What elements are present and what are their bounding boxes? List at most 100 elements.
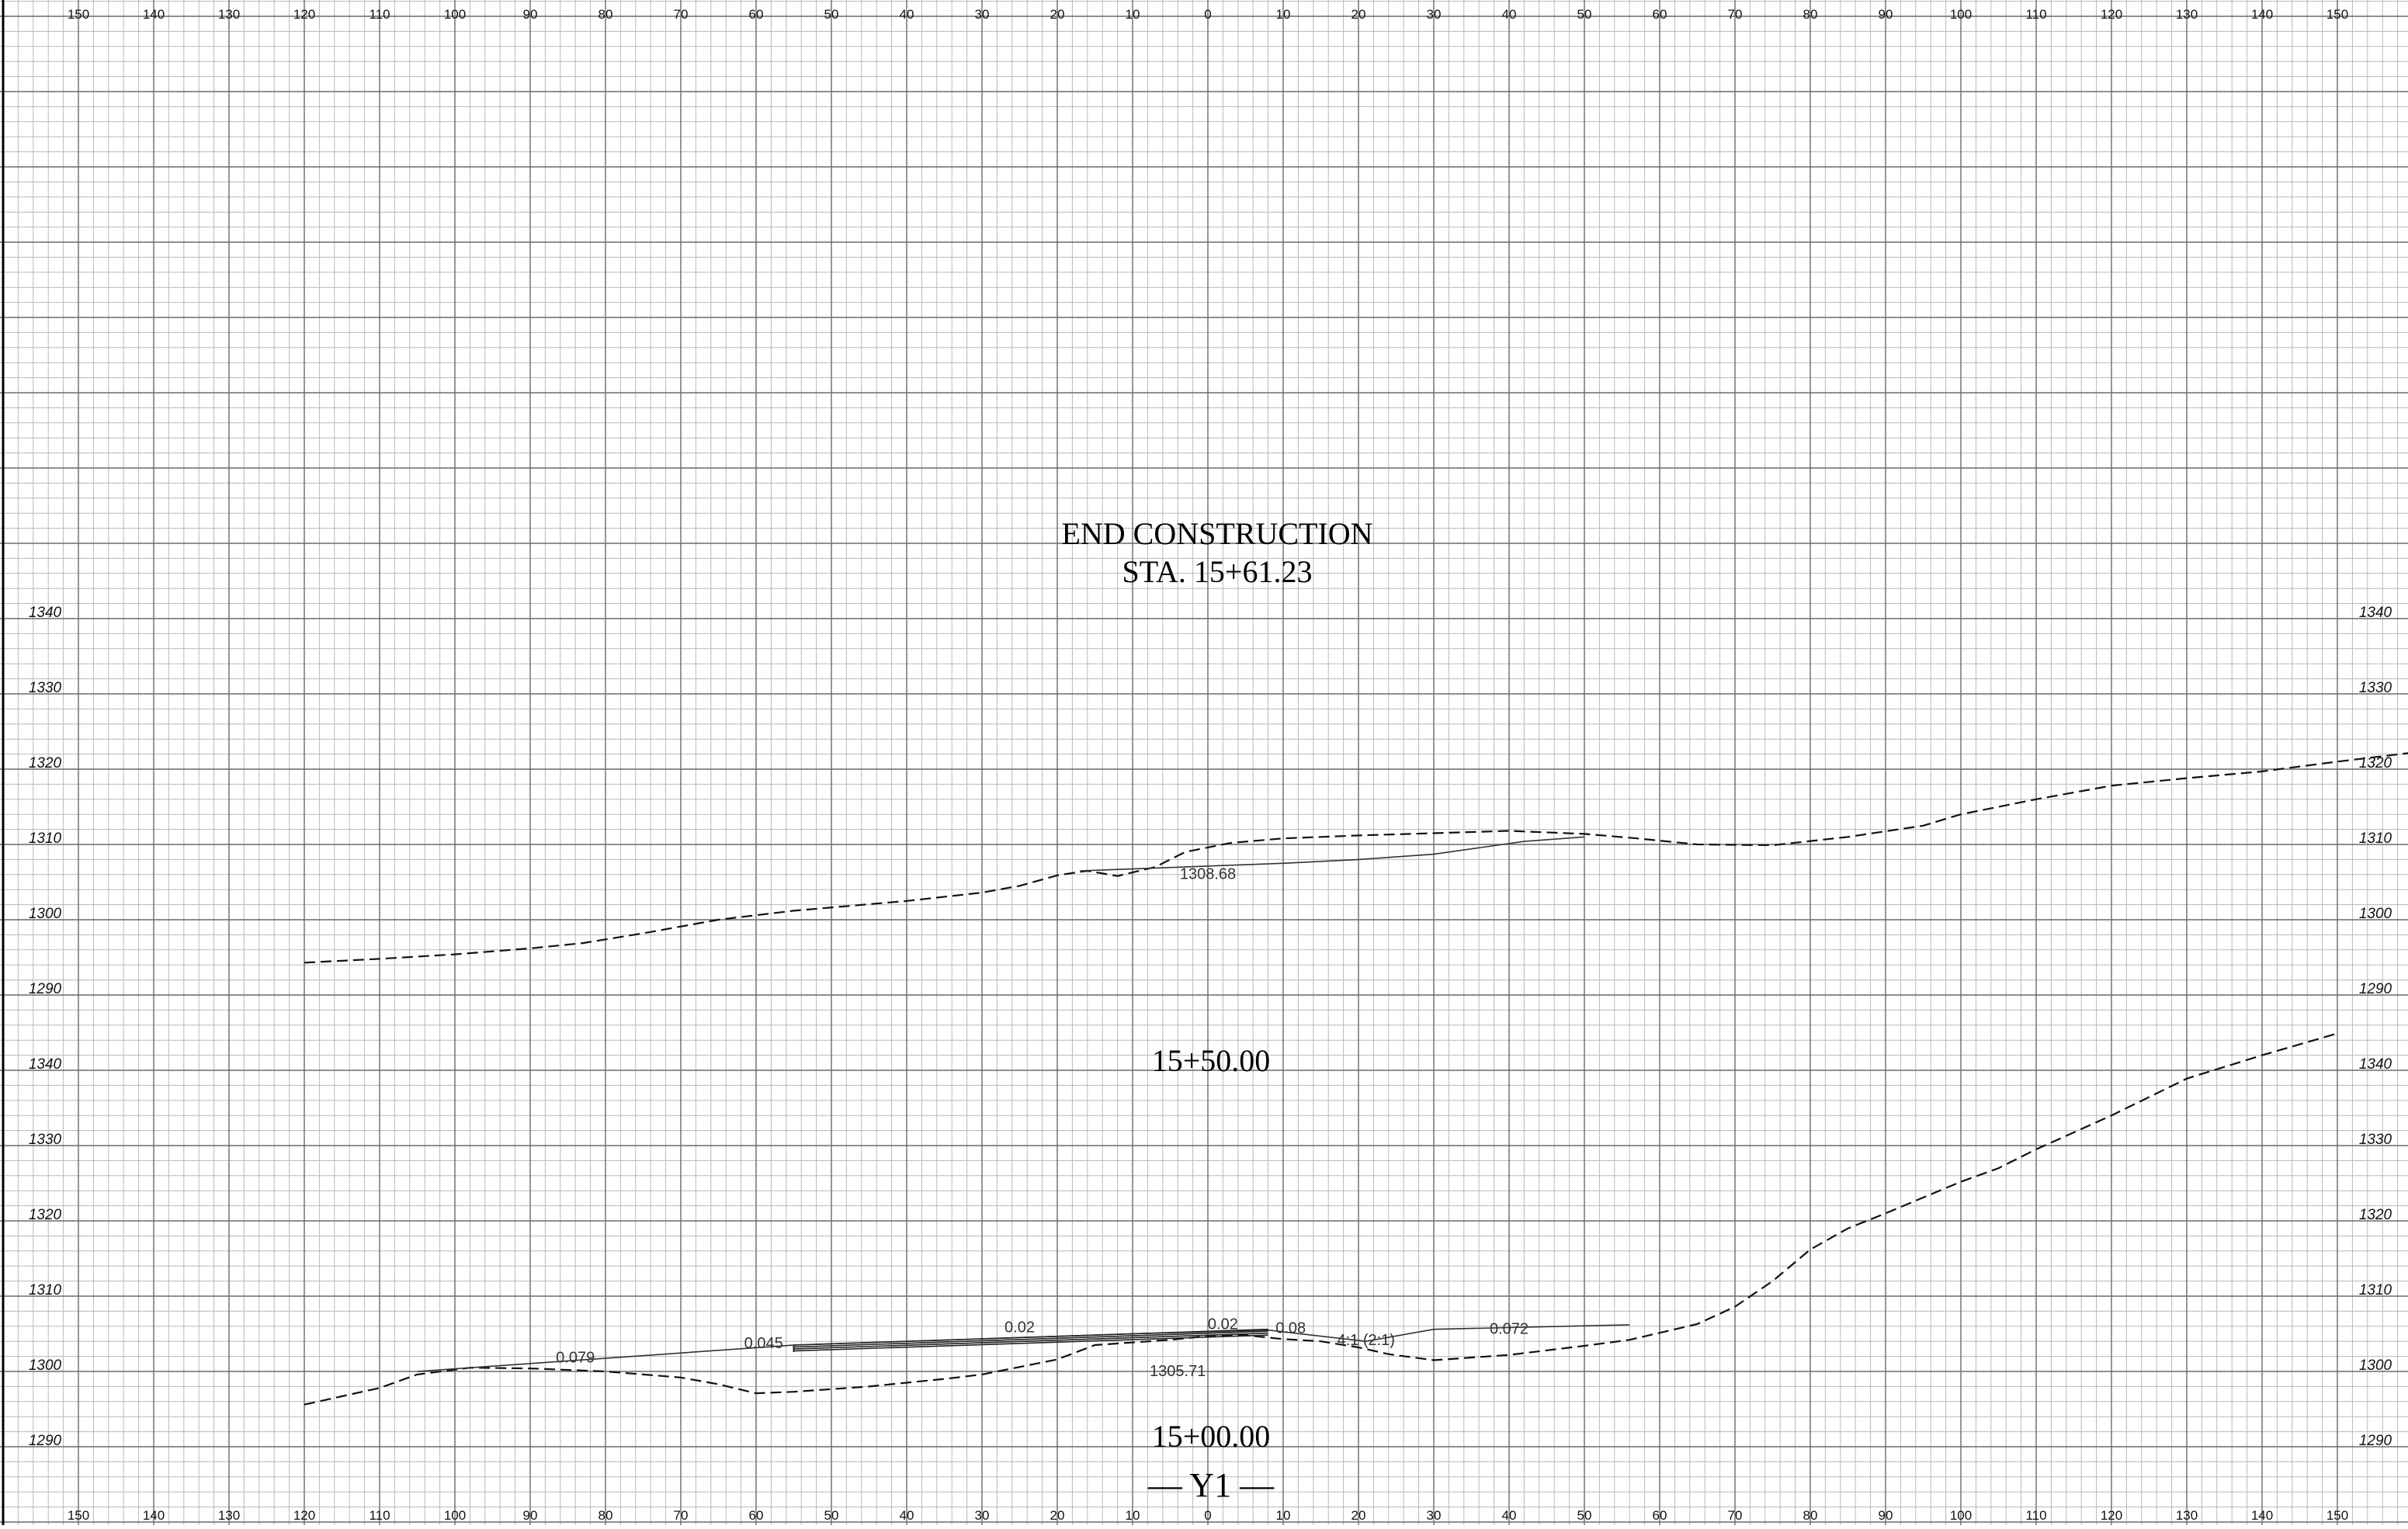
elevation-tick-label: 1340 bbox=[29, 1056, 62, 1073]
section-annotation: 0.08 bbox=[1275, 1320, 1306, 1337]
offset-tick-label: 60 bbox=[749, 1508, 764, 1523]
station-label-15-00: 15+00.00 bbox=[1152, 1419, 1271, 1454]
offset-tick-label: 20 bbox=[1050, 1508, 1065, 1523]
elevation-tick-label: 1320 bbox=[29, 755, 62, 771]
end-construction-station: STA. 15+61.23 bbox=[1122, 554, 1313, 589]
elevation-tick-label: 1300 bbox=[29, 906, 62, 922]
offset-tick-label: 40 bbox=[900, 7, 914, 22]
offset-tick-label: 130 bbox=[218, 1508, 240, 1523]
offset-tick-label: 90 bbox=[523, 7, 538, 22]
elevation-tick-label: 1330 bbox=[29, 680, 62, 696]
elevation-tick-label: 1330 bbox=[2359, 680, 2392, 696]
offset-tick-label: 10 bbox=[1276, 1508, 1291, 1523]
proposed-grade-line bbox=[1080, 836, 1585, 872]
pavement-layer-line bbox=[793, 1332, 1268, 1350]
offset-tick-label: 40 bbox=[1502, 7, 1517, 22]
offset-tick-label: 50 bbox=[1577, 1508, 1592, 1523]
offset-tick-label: 0 bbox=[1204, 7, 1211, 22]
offset-tick-label: 150 bbox=[68, 1508, 89, 1523]
existing-ground-line bbox=[304, 752, 2408, 964]
elevation-tick-label: 1310 bbox=[29, 1282, 62, 1298]
offset-tick-label: 50 bbox=[824, 1508, 839, 1523]
section-annotation: 0.079 bbox=[556, 1349, 595, 1366]
elevation-tick-label: 1340 bbox=[2359, 1056, 2392, 1073]
offset-tick-label: 140 bbox=[143, 1508, 165, 1523]
offset-tick-label: 90 bbox=[523, 1508, 538, 1523]
offset-tick-label: 80 bbox=[599, 7, 613, 22]
offset-tick-label: 120 bbox=[293, 1508, 315, 1523]
top-offset-scale: 150 140 130 120 110 100 90 80 70 60 50 40 30 20 10 0 10 2… bbox=[68, 7, 2348, 22]
elevation-tick-label: 1310 bbox=[2359, 830, 2392, 847]
offset-tick-label: 110 bbox=[369, 1508, 390, 1523]
elevation-tick-label: 1310 bbox=[2359, 1282, 2392, 1298]
offset-tick-label: 30 bbox=[1427, 1508, 1442, 1523]
station-label-15-50: 15+50.00 bbox=[1152, 1043, 1271, 1078]
offset-tick-label: 20 bbox=[1351, 7, 1366, 22]
offset-tick-label: 20 bbox=[1050, 7, 1065, 22]
elevation-tick-label: 1320 bbox=[2359, 755, 2392, 771]
elevation-tick-label: 1290 bbox=[29, 1433, 62, 1449]
offset-tick-label: 100 bbox=[444, 7, 466, 22]
offset-tick-label: 20 bbox=[1351, 1508, 1366, 1523]
offset-tick-label: 60 bbox=[1653, 7, 1667, 22]
elevation-tick-label: 1290 bbox=[2359, 1433, 2392, 1449]
bottom-offset-scale: 150 140 130 120 110 100 90 80 70 60 50 40 30 20 10 0 10 2… bbox=[68, 1508, 2348, 1523]
offset-tick-label: 140 bbox=[143, 7, 165, 22]
section-annotation: 0.045 bbox=[744, 1335, 783, 1352]
elevation-tick-label: 1340 bbox=[29, 605, 62, 621]
offset-tick-label: 40 bbox=[1502, 1508, 1517, 1523]
offset-tick-label: 90 bbox=[1879, 7, 1893, 22]
elevation-tick-label: 1290 bbox=[29, 981, 62, 997]
offset-tick-label: 50 bbox=[1577, 7, 1592, 22]
offset-tick-label: 60 bbox=[1653, 1508, 1667, 1523]
offset-tick-label: 100 bbox=[444, 1508, 466, 1523]
cross-section-15-50: 1308.68 bbox=[304, 752, 2408, 964]
offset-tick-label: 150 bbox=[2326, 7, 2348, 22]
section-annotation: 1308.68 bbox=[1180, 866, 1236, 883]
offset-tick-label: 120 bbox=[2101, 7, 2122, 22]
offset-tick-label: 70 bbox=[674, 1508, 689, 1523]
section-annotation: 1305.71 bbox=[1150, 1363, 1206, 1380]
pavement-layer-line bbox=[793, 1328, 1268, 1346]
offset-tick-label: 60 bbox=[749, 7, 764, 22]
offset-tick-label: 10 bbox=[1126, 7, 1140, 22]
alignment-label: — Y1 — bbox=[1147, 1466, 1275, 1504]
offset-tick-label: 30 bbox=[975, 7, 990, 22]
offset-tick-label: 30 bbox=[975, 1508, 990, 1523]
cross-section-15-00: 0.079 0.045 0.02 0.02 0.08 4:1 (2:1) 0.072 1305… bbox=[304, 1032, 2338, 1406]
offset-tick-label: 80 bbox=[1803, 7, 1818, 22]
elevation-tick-label: 1300 bbox=[2359, 1357, 2392, 1374]
offset-tick-label: 140 bbox=[2251, 7, 2273, 22]
offset-tick-label: 120 bbox=[2101, 1508, 2122, 1523]
elevation-tick-label: 1320 bbox=[29, 1207, 62, 1223]
offset-tick-label: 110 bbox=[2025, 1508, 2046, 1523]
offset-tick-label: 110 bbox=[369, 7, 390, 22]
offset-tick-label: 0 bbox=[1204, 1508, 1211, 1523]
offset-tick-label: 100 bbox=[1950, 7, 1972, 22]
offset-tick-label: 110 bbox=[2025, 7, 2046, 22]
elevation-tick-label: 1290 bbox=[2359, 981, 2392, 997]
offset-tick-label: 100 bbox=[1950, 1508, 1972, 1523]
offset-tick-label: 70 bbox=[1728, 7, 1743, 22]
existing-ground-line bbox=[304, 1032, 2338, 1406]
offset-tick-label: 130 bbox=[2176, 1508, 2198, 1523]
elevation-tick-label: 1300 bbox=[29, 1357, 62, 1374]
section-annotation: 0.072 bbox=[1490, 1321, 1528, 1338]
elevation-tick-label: 1340 bbox=[2359, 605, 2392, 621]
offset-tick-label: 70 bbox=[1728, 1508, 1743, 1523]
offset-tick-label: 130 bbox=[2176, 7, 2198, 22]
pavement-layer-line bbox=[793, 1330, 1268, 1348]
elevation-tick-label: 1330 bbox=[2359, 1132, 2392, 1148]
offset-tick-label: 120 bbox=[293, 7, 315, 22]
elevation-tick-label: 1300 bbox=[2359, 906, 2392, 922]
section-annotation: 0.02 bbox=[1004, 1319, 1035, 1337]
offset-tick-label: 80 bbox=[1803, 1508, 1818, 1523]
offset-tick-label: 70 bbox=[674, 7, 689, 22]
elevation-scales: 1340 1340 1330 1330 1320 1320 1310 1310 1300 1300… bbox=[29, 605, 2392, 1449]
